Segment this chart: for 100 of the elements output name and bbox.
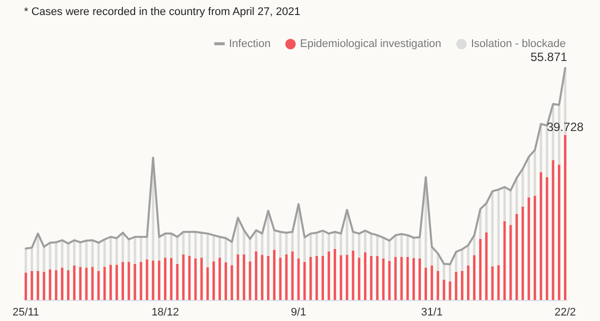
- bar: [485, 232, 488, 300]
- bar: [188, 256, 191, 300]
- legend-label: Infection: [229, 38, 271, 50]
- bar: [30, 270, 34, 300]
- bar: [267, 256, 270, 300]
- bar: [24, 272, 28, 300]
- bar: [67, 270, 70, 300]
- bar: [224, 262, 228, 300]
- bar: [491, 266, 494, 300]
- bar: [406, 256, 409, 300]
- bar: [430, 246, 434, 266]
- bar: [170, 258, 172, 300]
- bar: [460, 249, 464, 271]
- bar: [467, 245, 470, 266]
- bar: [382, 238, 385, 258]
- bar: [340, 255, 342, 300]
- bar: [460, 270, 464, 300]
- bar: [248, 261, 252, 300]
- bar: [164, 258, 166, 300]
- bar: [158, 260, 160, 300]
- bar: [473, 255, 476, 300]
- bar: [128, 262, 130, 300]
- bar: [358, 258, 360, 300]
- bar: [182, 254, 185, 300]
- bar: [352, 250, 354, 300]
- bar: [103, 239, 106, 267]
- bar: [412, 258, 415, 300]
- x-tick-label: 22/2: [554, 306, 576, 318]
- bar: [122, 232, 124, 262]
- bar: [376, 256, 379, 300]
- bar: [85, 268, 88, 300]
- bar: [109, 264, 112, 300]
- bar: [503, 221, 506, 300]
- bar: [303, 262, 306, 300]
- bar: [485, 203, 488, 232]
- bar: [382, 258, 385, 300]
- bar: [352, 232, 354, 251]
- bar: [212, 261, 215, 300]
- bar: [400, 256, 403, 300]
- bar: [322, 256, 324, 300]
- x-tick-label: 9/1: [290, 306, 306, 318]
- bar: [122, 262, 124, 300]
- bar: [36, 270, 40, 300]
- bar: [558, 164, 560, 300]
- bar: [522, 206, 524, 300]
- bar: [60, 268, 64, 300]
- bar: [97, 270, 100, 300]
- bar: [418, 258, 421, 300]
- bar: [279, 258, 282, 300]
- x-tick-label: 18/12: [151, 306, 179, 318]
- bar: [436, 270, 440, 300]
- bar: [364, 252, 366, 300]
- bar: [316, 256, 318, 300]
- bar: [54, 270, 58, 300]
- bar: [436, 253, 440, 271]
- bar: [152, 260, 154, 300]
- bar: [309, 234, 312, 257]
- x-tick-label: 25/11: [12, 306, 40, 318]
- legend-label: Epidemiological investigation: [300, 38, 442, 50]
- bar: [48, 269, 52, 300]
- bar: [334, 248, 336, 300]
- bar: [454, 272, 458, 300]
- bar: [182, 232, 185, 254]
- data-label: 39.728: [546, 120, 584, 134]
- bar: [534, 196, 536, 300]
- bar: [479, 238, 482, 300]
- bar: [206, 267, 209, 300]
- bar: [200, 258, 203, 300]
- bar: [79, 266, 82, 300]
- bar: [388, 260, 391, 300]
- bar: [236, 254, 240, 300]
- bar: [515, 214, 518, 300]
- bar: [515, 178, 518, 214]
- bar: [285, 254, 288, 300]
- bar: [116, 264, 118, 300]
- legend-label: Isolation - blockade: [471, 38, 566, 50]
- bar: [370, 256, 372, 300]
- bar: [424, 268, 428, 300]
- bar: [467, 266, 470, 300]
- x-tick-label: 31/1: [421, 306, 443, 318]
- bar: [273, 230, 276, 250]
- bar: [254, 251, 258, 300]
- bar: [254, 230, 258, 252]
- bar: [73, 266, 76, 300]
- bar: [528, 197, 530, 300]
- bar: [406, 235, 409, 257]
- bar: [552, 160, 554, 300]
- bar: [540, 172, 542, 300]
- bar: [528, 156, 530, 198]
- annotation: * Cases were recorded in the country from April 27, 2021: [24, 6, 300, 18]
- bar: [134, 264, 136, 300]
- bar: [309, 256, 312, 300]
- bar: [328, 251, 330, 300]
- data-label: 55.871: [530, 50, 568, 64]
- bar: [273, 250, 276, 300]
- bar: [260, 254, 264, 300]
- bar: [224, 238, 228, 262]
- bar: [430, 266, 434, 300]
- bar: [230, 265, 234, 300]
- bar: [218, 258, 221, 300]
